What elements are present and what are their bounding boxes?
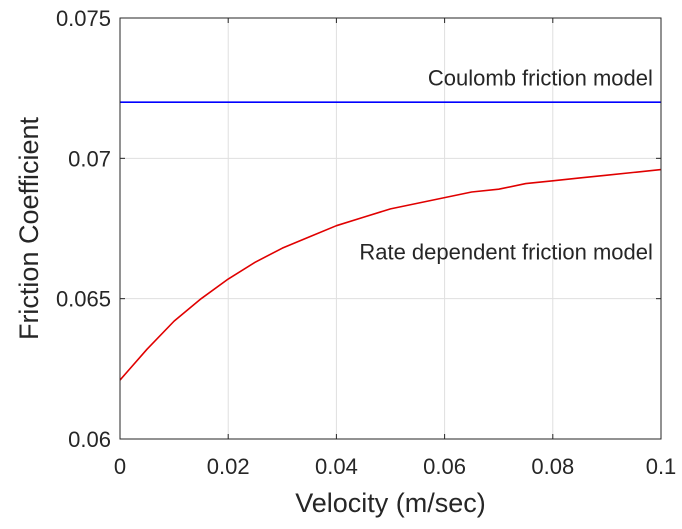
y-tick-label: 0.07 <box>68 146 111 171</box>
series-line-2 <box>119 168 662 381</box>
plot-area-frame <box>119 17 662 440</box>
x-tick-label: 0.06 <box>423 454 466 479</box>
series-lines <box>119 101 662 381</box>
x-tick-label: 0.02 <box>207 454 250 479</box>
x-axis-ticks: 0 0.02 0.04 0.06 0.08 0.1 <box>114 18 676 479</box>
x-tick-label: 0.04 <box>315 454 358 479</box>
annotation-label-1: Coulomb friction model <box>428 65 653 90</box>
y-axis-ticks: 0.06 0.065 0.07 0.075 <box>56 6 661 452</box>
x-axis-label: Velocity (m/sec) <box>295 488 486 518</box>
x-tick-label: 0 <box>114 454 126 479</box>
y-tick-label: 0.06 <box>68 427 111 452</box>
annotation-label-2: Rate dependent friction model <box>359 239 653 264</box>
x-tick-label: 0.1 <box>646 454 677 479</box>
y-tick-label: 0.075 <box>56 6 111 31</box>
y-tick-label: 0.065 <box>56 287 111 312</box>
y-axis-label: Friction Coefficient <box>14 116 44 340</box>
annotations: Coulomb friction model Rate dependent fri… <box>359 65 653 264</box>
x-tick-label: 0.08 <box>531 454 574 479</box>
